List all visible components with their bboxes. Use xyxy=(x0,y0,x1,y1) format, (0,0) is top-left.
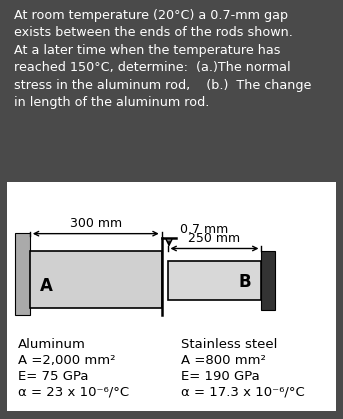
Text: α = 17.3 x 10⁻⁶/°C: α = 17.3 x 10⁻⁶/°C xyxy=(181,385,305,398)
Text: E= 75 GPa: E= 75 GPa xyxy=(19,370,89,383)
Text: E= 190 GPa: E= 190 GPa xyxy=(181,370,260,383)
Text: Stainless steel: Stainless steel xyxy=(181,338,278,351)
Text: A: A xyxy=(40,277,53,295)
Bar xyxy=(30,251,162,308)
Text: 250 mm: 250 mm xyxy=(188,232,240,245)
Bar xyxy=(167,261,261,300)
FancyBboxPatch shape xyxy=(2,179,341,414)
Text: B: B xyxy=(239,274,251,291)
Text: A =800 mm²: A =800 mm² xyxy=(181,354,266,367)
Text: A =2,000 mm²: A =2,000 mm² xyxy=(19,354,116,367)
Text: 0.7 mm: 0.7 mm xyxy=(180,223,228,236)
Text: 300 mm: 300 mm xyxy=(70,217,122,230)
Text: At room temperature (20°C) a 0.7-mm gap
exists between the ends of the rods show: At room temperature (20°C) a 0.7-mm gap … xyxy=(14,9,311,109)
Bar xyxy=(261,251,275,310)
Bar xyxy=(15,233,30,315)
Text: Aluminum: Aluminum xyxy=(19,338,86,351)
Text: α = 23 x 10⁻⁶/°C: α = 23 x 10⁻⁶/°C xyxy=(19,385,130,398)
